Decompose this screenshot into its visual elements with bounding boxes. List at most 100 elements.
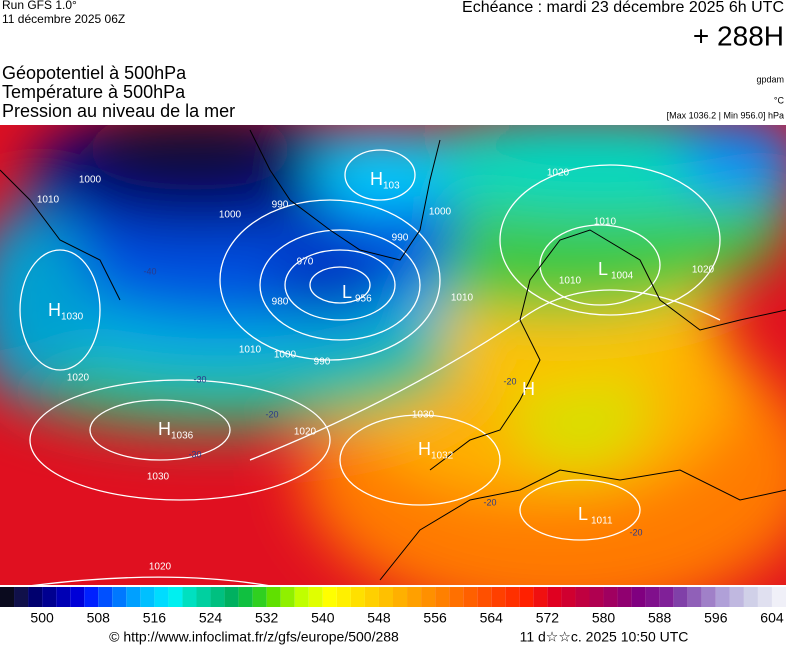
unit: gpdam xyxy=(756,74,784,84)
center-value: 1030 xyxy=(61,312,84,323)
colorbar-tick-label: 500 xyxy=(30,610,54,626)
colorbar-swatch xyxy=(757,587,772,607)
temperature-label: -30 xyxy=(193,374,206,384)
colorbar-swatch xyxy=(603,587,618,607)
center-letter: L xyxy=(598,259,608,279)
colorbar-swatch xyxy=(505,587,520,607)
colorbar-swatch xyxy=(421,587,436,607)
unit: °C xyxy=(774,95,785,105)
colorbar-tick-label: 556 xyxy=(423,610,447,626)
isobar-label: 1010 xyxy=(451,293,474,304)
isobar-label: 990 xyxy=(272,200,289,211)
valid-time: Echéance : mardi 23 décembre 2025 6h UTC xyxy=(462,0,784,16)
center-value: 1004 xyxy=(611,271,634,282)
colorbar-swatch xyxy=(729,587,744,607)
colorbar-swatch xyxy=(280,587,295,607)
colorbar-swatch xyxy=(491,587,506,607)
center-value: 103 xyxy=(383,181,400,192)
temperature-label: -20 xyxy=(503,376,516,386)
colorbar-swatch xyxy=(715,587,730,607)
isobar-label: 1010 xyxy=(37,195,60,206)
center-letter: L xyxy=(342,282,352,302)
colorbar-tick-label: 588 xyxy=(648,610,672,626)
colorbar-swatch xyxy=(112,587,127,607)
isobar-label: 1020 xyxy=(294,427,317,438)
colorbar-swatch xyxy=(617,587,632,607)
colorbar-swatch xyxy=(687,587,702,607)
colorbar-tick-label: 524 xyxy=(199,610,223,626)
isobar-label: 1010 xyxy=(559,276,582,287)
run-date: 11 décembre 2025 06Z xyxy=(2,12,125,26)
colorbar-swatch xyxy=(673,587,688,607)
colorbar-swatch xyxy=(70,587,85,607)
colorbar-swatch xyxy=(336,587,351,607)
isobar-label: 1010 xyxy=(594,217,617,228)
colorbar-swatch xyxy=(196,587,211,607)
colorbar-swatch xyxy=(56,587,71,607)
center-letter: H xyxy=(370,169,383,189)
temperature-label: -40 xyxy=(143,266,156,276)
colorbar-swatch xyxy=(266,587,281,607)
colorbar-swatch xyxy=(659,587,674,607)
colorbar-tick-label: 580 xyxy=(592,610,616,626)
isobar-label: 1000 xyxy=(219,210,242,221)
colorbar-swatch xyxy=(743,587,758,607)
colorbar-swatch xyxy=(238,587,253,607)
colorbar-swatch xyxy=(519,587,534,607)
colorbar-swatch xyxy=(561,587,576,607)
colorbar-swatch xyxy=(449,587,464,607)
colorbar-swatch xyxy=(393,587,408,607)
center-value: 1036 xyxy=(171,431,194,442)
header: Run GFS 1.0° 11 décembre 2025 06Z Echéan… xyxy=(2,0,784,51)
colorbar-swatch xyxy=(322,587,337,607)
colorbar-swatch xyxy=(42,587,57,607)
center-letter: L xyxy=(578,504,588,524)
center-letter: H xyxy=(48,300,61,320)
lead-time: + 288H xyxy=(693,20,784,51)
colorbar-swatch xyxy=(378,587,393,607)
isobar-label: 990 xyxy=(392,233,409,244)
colorbar-tick-label: 596 xyxy=(704,610,728,626)
isobar-label: 1000 xyxy=(274,350,297,361)
temperature-label: -20 xyxy=(629,527,642,537)
colorbar-swatch xyxy=(168,587,183,607)
colorbar-swatch xyxy=(84,587,99,607)
colorbar-swatch xyxy=(350,587,365,607)
colorbar-tick-label: 572 xyxy=(536,610,560,626)
colorbar-swatch xyxy=(435,587,450,607)
isobar-label: 1020 xyxy=(67,373,90,384)
colorbar-swatch xyxy=(126,587,141,607)
colorbar-tick-label: 548 xyxy=(367,610,391,626)
colorbar-tick-label: 540 xyxy=(311,610,335,626)
map xyxy=(0,125,786,585)
center-letter: H xyxy=(418,439,431,459)
colorbar-swatch xyxy=(645,587,660,607)
colorbar-swatch xyxy=(98,587,113,607)
timestamp: 11 d☆☆c. 2025 10:50 UTC xyxy=(520,629,689,645)
colorbar-swatch xyxy=(308,587,323,607)
colorbar-swatch xyxy=(463,587,478,607)
center-value: 1011 xyxy=(591,516,613,527)
colorbar-swatch xyxy=(589,587,604,607)
temperature-label: -20 xyxy=(265,409,278,419)
colorbar-swatch xyxy=(533,587,548,607)
isobar-label: 1000 xyxy=(79,175,102,186)
isobar-label: 1020 xyxy=(149,562,172,573)
colorbar-tick-label: 532 xyxy=(255,610,279,626)
colorbar-swatch xyxy=(547,587,562,607)
isobar-label: 1020 xyxy=(692,265,715,276)
layer-title: Pression au niveau de la mer xyxy=(2,101,235,121)
colorbar-swatch xyxy=(28,587,43,607)
center-value: 956 xyxy=(355,294,372,305)
colorbar-swatch xyxy=(771,587,786,607)
isobar-label: 970 xyxy=(297,257,314,268)
layer-title: Géopotentiel à 500hPa xyxy=(2,63,187,83)
coastlines xyxy=(0,129,786,581)
colorbar-swatch xyxy=(182,587,197,607)
colorbar-swatch xyxy=(140,587,155,607)
source: © http://www.infoclimat.fr/z/gfs/europe/… xyxy=(109,629,399,645)
isobar-label: 1000 xyxy=(429,207,452,218)
colorbar-tick-label: 516 xyxy=(143,610,167,626)
